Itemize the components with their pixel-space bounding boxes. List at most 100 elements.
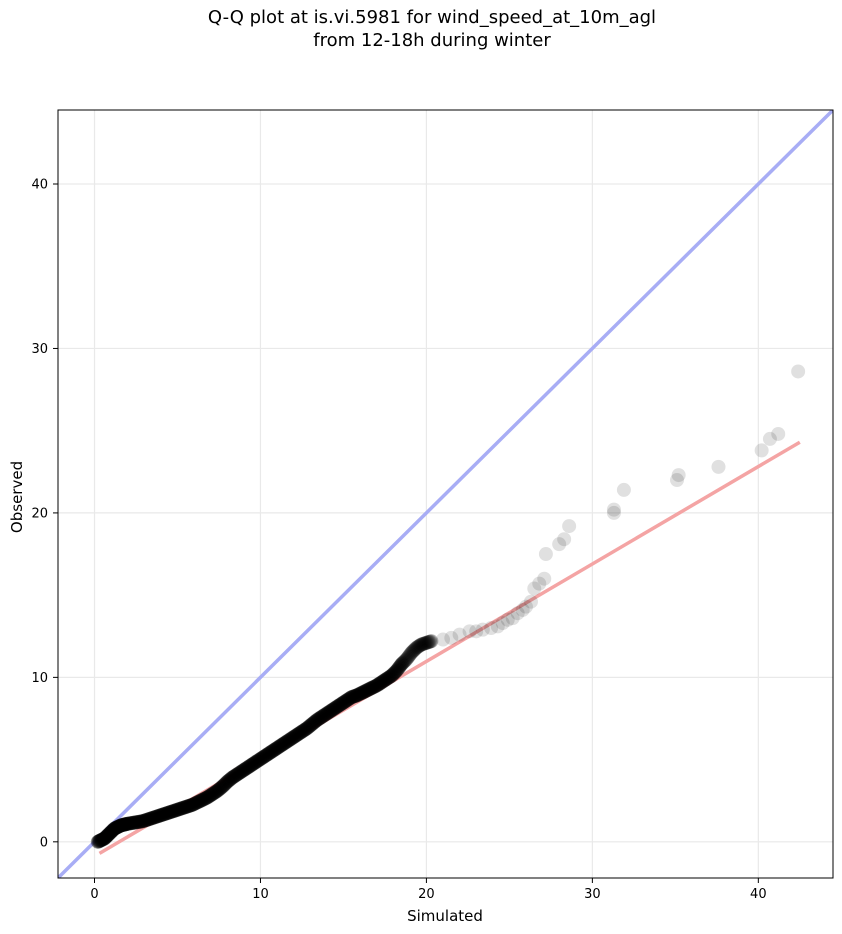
data-point bbox=[319, 706, 334, 721]
data-point bbox=[402, 648, 417, 663]
data-point bbox=[172, 802, 187, 817]
data-point bbox=[268, 742, 283, 757]
data-point bbox=[133, 814, 148, 829]
data-point bbox=[155, 807, 170, 822]
data-point bbox=[190, 795, 205, 810]
data-point bbox=[157, 807, 172, 822]
data-point bbox=[408, 641, 423, 656]
data-point bbox=[231, 766, 246, 781]
data-point bbox=[368, 679, 383, 694]
data-point bbox=[100, 828, 115, 843]
data-point bbox=[552, 537, 567, 552]
data-point bbox=[166, 804, 181, 819]
data-point bbox=[500, 612, 515, 627]
y-tick-label: 0 bbox=[40, 835, 48, 850]
data-point bbox=[108, 821, 123, 836]
data-point bbox=[103, 825, 118, 840]
data-point bbox=[345, 689, 360, 704]
data-point bbox=[291, 726, 306, 741]
data-point bbox=[288, 728, 303, 743]
data-point bbox=[173, 801, 188, 816]
data-point bbox=[127, 815, 142, 830]
data-point bbox=[397, 654, 412, 669]
data-point bbox=[209, 784, 224, 799]
data-point bbox=[671, 468, 686, 483]
data-point bbox=[117, 817, 132, 832]
data-point bbox=[200, 790, 215, 805]
data-point bbox=[356, 685, 371, 700]
data-point bbox=[278, 735, 293, 750]
data-point bbox=[236, 763, 251, 778]
data-point bbox=[245, 757, 260, 772]
data-point bbox=[242, 759, 257, 774]
data-point bbox=[357, 684, 372, 699]
data-point bbox=[256, 750, 271, 765]
data-point bbox=[412, 638, 427, 653]
data-point bbox=[311, 711, 326, 726]
data-point bbox=[163, 805, 178, 820]
data-point bbox=[146, 810, 161, 825]
data-point bbox=[263, 745, 278, 760]
data-point bbox=[106, 822, 121, 837]
data-point bbox=[284, 731, 299, 746]
data-point bbox=[324, 703, 339, 718]
data-point bbox=[90, 834, 105, 849]
data-point bbox=[398, 653, 413, 668]
data-point bbox=[791, 364, 806, 379]
data-point bbox=[336, 695, 351, 710]
data-point bbox=[275, 737, 290, 752]
data-point bbox=[258, 748, 273, 763]
x-axis-ticks: 0 10 20 30 40 bbox=[90, 878, 767, 902]
data-point bbox=[341, 692, 356, 707]
data-point bbox=[235, 764, 250, 779]
x-tick-label: 0 bbox=[90, 887, 98, 902]
data-point bbox=[305, 716, 320, 731]
data-point bbox=[335, 696, 350, 711]
y-tick-label: 30 bbox=[31, 342, 48, 357]
data-point bbox=[129, 815, 144, 830]
data-point bbox=[401, 649, 416, 664]
data-point bbox=[267, 743, 282, 758]
data-point bbox=[123, 816, 138, 831]
data-point bbox=[100, 828, 115, 843]
data-point bbox=[323, 703, 338, 718]
data-point bbox=[452, 627, 467, 642]
data-point bbox=[308, 713, 323, 728]
data-point bbox=[98, 830, 113, 845]
data-point bbox=[107, 821, 122, 836]
data-point bbox=[371, 677, 386, 692]
data-point bbox=[306, 715, 321, 730]
data-point bbox=[279, 735, 294, 750]
data-point bbox=[96, 832, 111, 847]
data-point bbox=[414, 637, 429, 652]
data-point bbox=[527, 581, 542, 596]
data-point bbox=[94, 833, 109, 848]
data-point bbox=[171, 802, 186, 817]
data-point bbox=[505, 611, 520, 626]
data-point bbox=[244, 758, 259, 773]
data-point bbox=[221, 773, 236, 788]
data-point bbox=[262, 746, 277, 761]
data-point bbox=[131, 814, 146, 829]
data-point bbox=[142, 811, 157, 826]
data-point bbox=[416, 636, 431, 651]
data-point bbox=[205, 787, 220, 802]
data-point bbox=[197, 791, 212, 806]
data-point bbox=[151, 809, 166, 824]
data-point bbox=[328, 700, 343, 715]
data-point bbox=[159, 806, 174, 821]
data-point bbox=[318, 707, 333, 722]
data-point bbox=[370, 677, 385, 692]
data-point bbox=[185, 797, 200, 812]
data-point bbox=[232, 766, 247, 781]
data-point bbox=[269, 741, 284, 756]
data-point bbox=[384, 668, 399, 683]
data-point bbox=[118, 817, 133, 832]
data-point bbox=[152, 808, 167, 823]
data-point bbox=[360, 683, 375, 698]
data-point bbox=[314, 709, 329, 724]
data-point bbox=[407, 642, 422, 657]
data-point bbox=[375, 674, 390, 689]
data-point bbox=[338, 694, 353, 709]
x-tick-label: 20 bbox=[418, 887, 435, 902]
